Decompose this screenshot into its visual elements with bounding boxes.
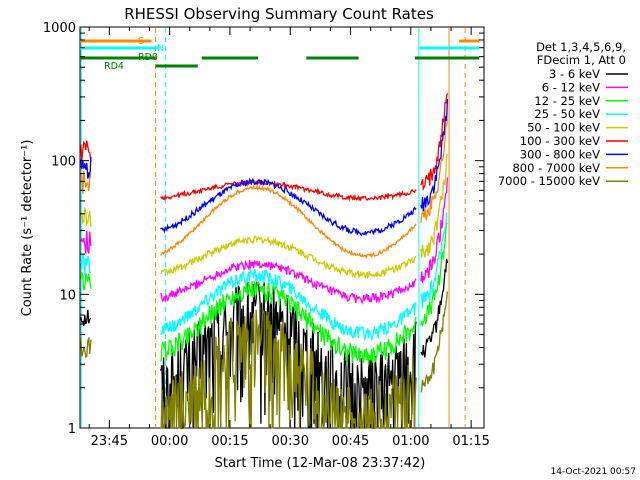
generation-timestamp: 14-Oct-2021 00:57	[551, 467, 636, 477]
y-axis-ticks: 1 10 100 1000	[43, 21, 484, 437]
series-lines	[80, 93, 449, 429]
x-tick-label: 00:15	[211, 434, 248, 449]
legend-entry-label: 12 - 25 keV	[534, 94, 600, 108]
legend-entry-label: 7000 - 15000 keV	[498, 174, 600, 188]
y-tick-label: 1000	[43, 21, 76, 36]
legend-entry-label: 3 - 6 keV	[549, 67, 600, 81]
flag-label-rd0: RD0	[138, 52, 158, 63]
series-line-3	[80, 212, 448, 342]
x-tick-label: 01:00	[392, 434, 429, 449]
flag-label-n: N	[157, 43, 164, 54]
chart-title: RHESSI Observing Summary Count Rates	[124, 5, 434, 23]
series-line-4	[80, 153, 449, 280]
legend-entry-label: 6 - 12 keV	[542, 80, 600, 94]
y-axis-label: Count Rate (s⁻¹ detector⁻¹)	[20, 140, 35, 317]
y-tick-label: 1	[68, 422, 76, 437]
series-line-1	[80, 177, 449, 305]
series-line-5	[80, 93, 449, 202]
plot-frame	[79, 26, 485, 429]
flag-label-rd4: RD4	[104, 61, 124, 72]
x-axis-label: Start Time (12-Mar-08 23:37:42)	[215, 456, 426, 471]
y-tick-label: 10	[59, 288, 76, 303]
legend-header-line-1: Det 1,3,4,5,6,9,	[536, 40, 626, 54]
x-tick-label: 01:15	[452, 434, 489, 449]
x-tick-label: 23:45	[91, 434, 128, 449]
series-line-2	[80, 221, 448, 366]
x-tick-label: 00:45	[332, 434, 369, 449]
x-tick-label: 00:00	[151, 434, 188, 449]
legend-entry-label: 800 - 7000 keV	[512, 161, 600, 175]
x-axis-ticks: 23:45 00:00 00:15 00:30 00:45 01:00 01:15	[88, 27, 490, 449]
legend-entry-label: 100 - 300 keV	[520, 134, 600, 148]
series-line-7	[80, 119, 449, 260]
y-tick-label: 100	[51, 155, 76, 170]
legend-header-line-2: FDecim 1, Att 0	[537, 53, 626, 67]
legend-entry-label: 50 - 100 keV	[527, 121, 600, 135]
series-line-8	[80, 291, 449, 429]
legend-entry-label: 300 - 800 keV	[520, 147, 600, 161]
flag-label-s: S	[138, 36, 144, 47]
legend: Det 1,3,4,5,6,9, FDecim 1, Att 0 3 - 6 k…	[498, 40, 628, 188]
x-tick-label: 00:30	[272, 434, 309, 449]
series-line-6	[80, 99, 449, 237]
legend-entry-label: 25 - 50 keV	[534, 107, 600, 121]
